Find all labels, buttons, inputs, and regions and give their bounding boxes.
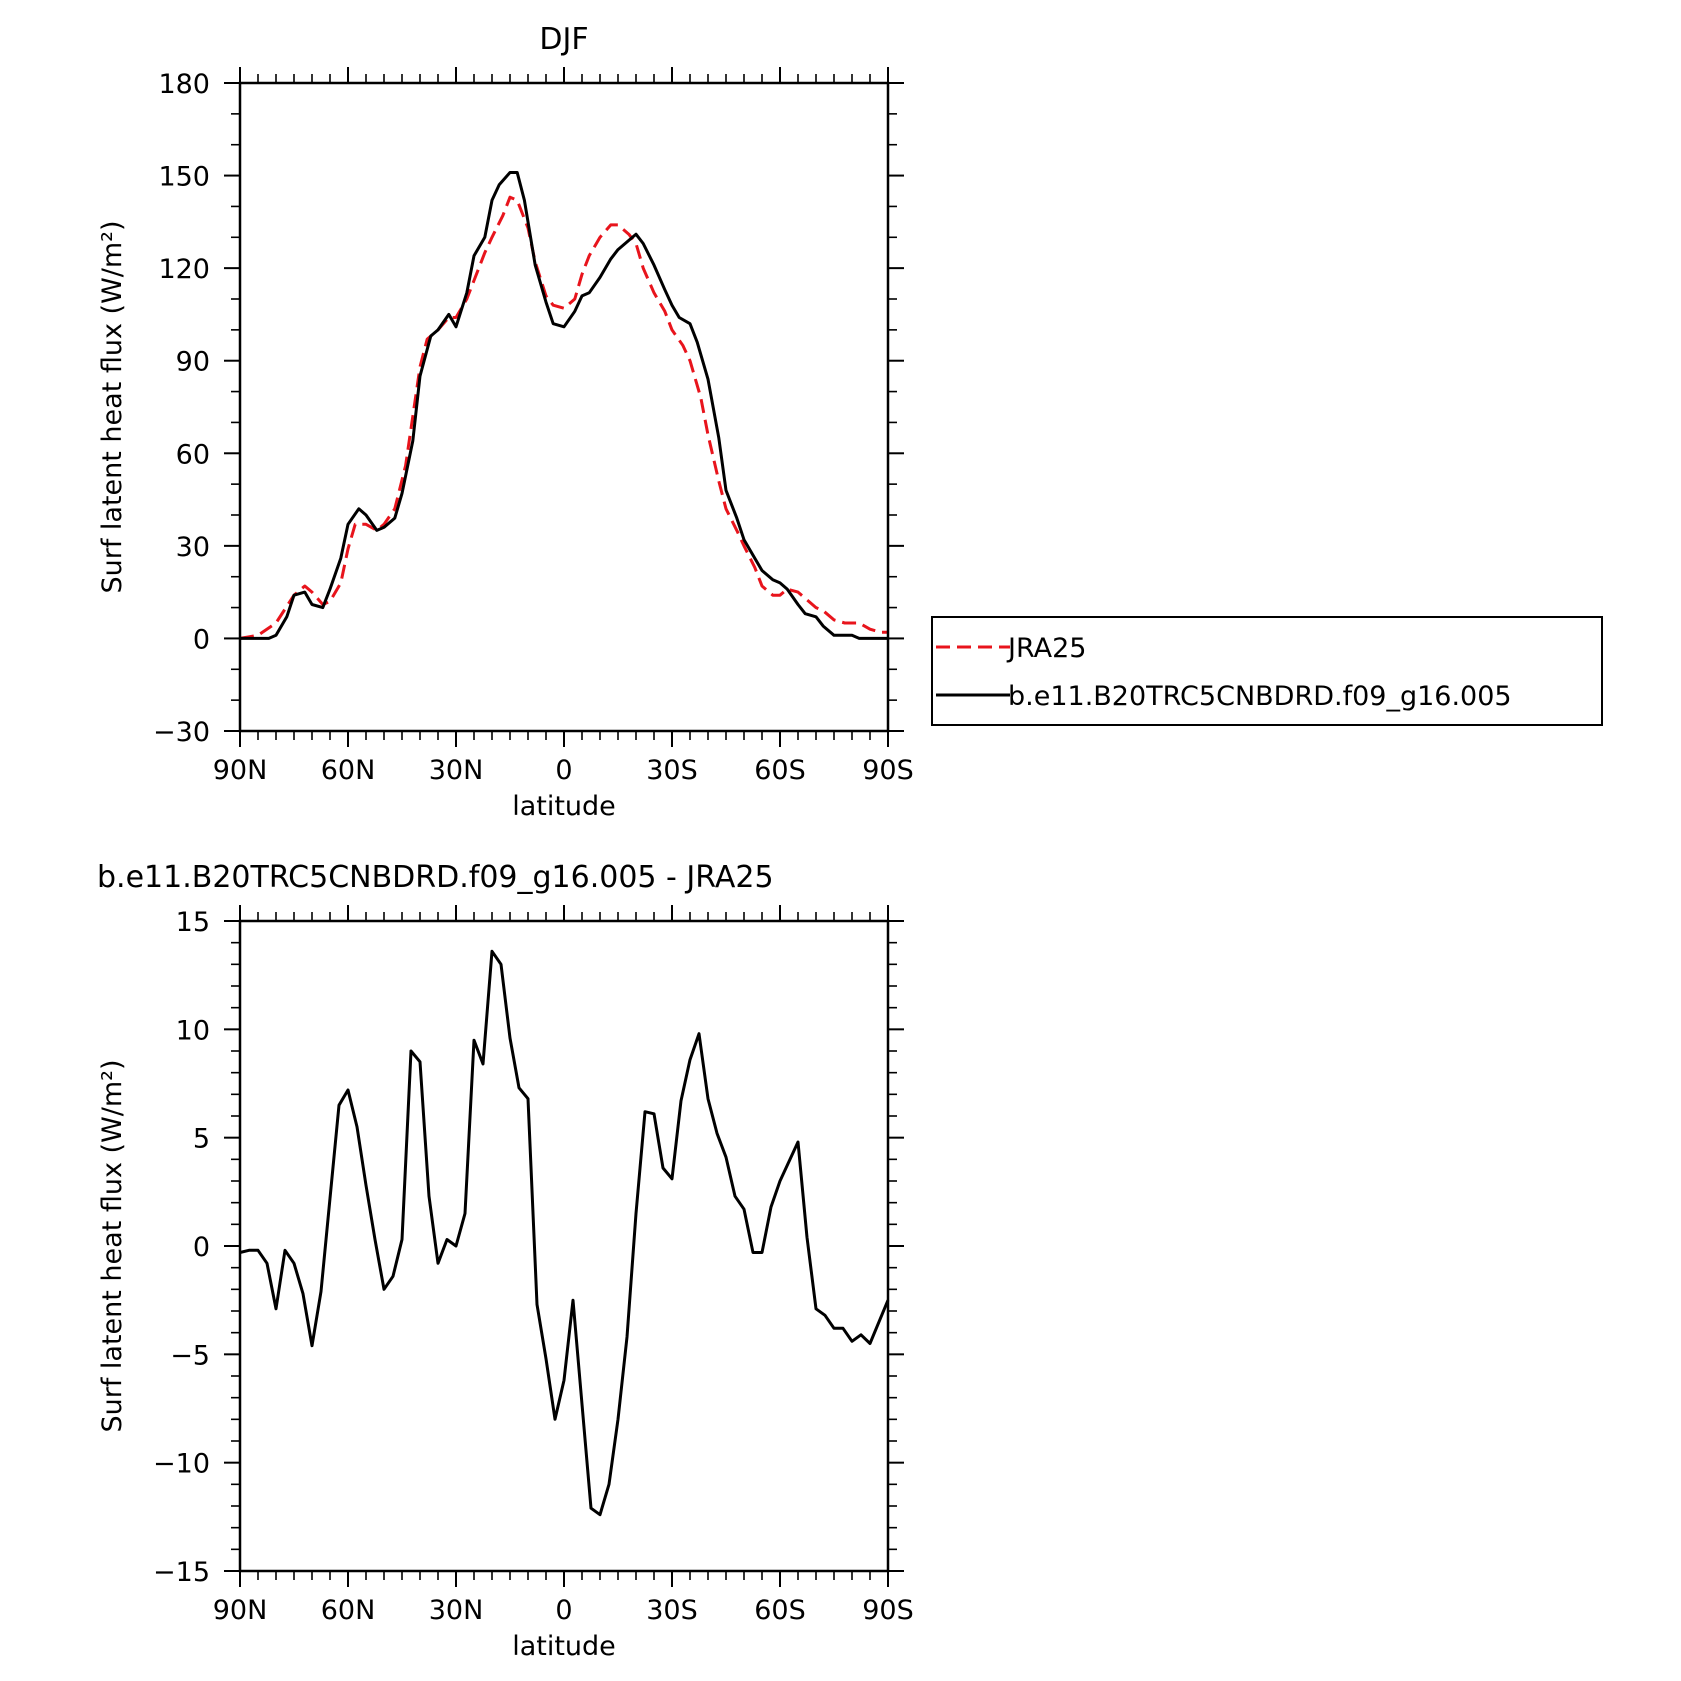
top-panel-djf: DJF −30 0 30 60 90 120 150 180 90N 60N 30N 0 30S 60S 90… <box>97 22 1603 822</box>
series-line-b-e11-b20trc5cnbdrd-f09-g16-005 <box>240 171 888 640</box>
y-tick-label: −5 <box>170 1340 210 1371</box>
legend-label: b.e11.B20TRC5CNBDRD.f09_g16.005 <box>1008 681 1512 712</box>
y-tick-label: 0 <box>193 624 210 655</box>
y-tick-label: 90 <box>176 347 210 378</box>
x-tick-label: 30S <box>646 1595 698 1626</box>
y-tick-label: −10 <box>153 1449 210 1480</box>
x-axis-label: latitude <box>512 791 616 822</box>
x-tick-label: 90N <box>213 1595 268 1626</box>
y-tick-label: 60 <box>176 439 210 470</box>
chart-title: DJF <box>539 22 588 57</box>
plot-frame <box>238 919 890 1573</box>
y-tick-label: 0 <box>193 1232 210 1263</box>
x-tick-label: 60S <box>754 1595 806 1626</box>
y-axis-label: Surf latent heat flux (W/m²) <box>97 220 128 593</box>
x-tick-label: 90S <box>862 1595 914 1626</box>
x-axis-label: latitude <box>512 1631 616 1662</box>
series-line-difference <box>239 949 890 1517</box>
y-tick-label: −15 <box>153 1557 210 1588</box>
y-tick-label: 5 <box>193 1124 210 1155</box>
legend-box <box>931 616 1603 726</box>
y-tick-label: 150 <box>158 162 210 193</box>
y-axis-label: Surf latent heat flux (W/m²) <box>97 1059 128 1432</box>
y-tick-label: −30 <box>153 717 210 748</box>
x-tick-label: 60N <box>321 755 376 786</box>
y-tick-label: 30 <box>176 532 210 563</box>
y-tick-label: 120 <box>158 254 210 285</box>
y-tick-label: 15 <box>176 907 210 938</box>
x-tick-label: 0 <box>555 1595 572 1626</box>
x-tick-label: 0 <box>555 755 572 786</box>
y-tick-label: 10 <box>176 1015 210 1046</box>
chart-title: b.e11.B20TRC5CNBDRD.f09_g16.005 - JRA25 <box>97 860 774 895</box>
x-tick-label: 60N <box>321 1595 376 1626</box>
bottom-panel-difference: b.e11.B20TRC5CNBDRD.f09_g16.005 - JRA25 −… <box>97 860 914 1662</box>
x-tick-label: 90N <box>213 755 268 786</box>
x-tick-label: 30N <box>429 755 484 786</box>
x-tick-label: 90S <box>862 755 914 786</box>
legend-label: JRA25 <box>1006 633 1086 664</box>
series-line-jra25 <box>239 195 888 640</box>
y-tick-label: 180 <box>158 69 210 100</box>
plot-frame <box>238 81 890 733</box>
x-tick-label: 60S <box>754 755 806 786</box>
x-tick-label: 30N <box>429 1595 484 1626</box>
x-tick-label: 30S <box>646 755 698 786</box>
